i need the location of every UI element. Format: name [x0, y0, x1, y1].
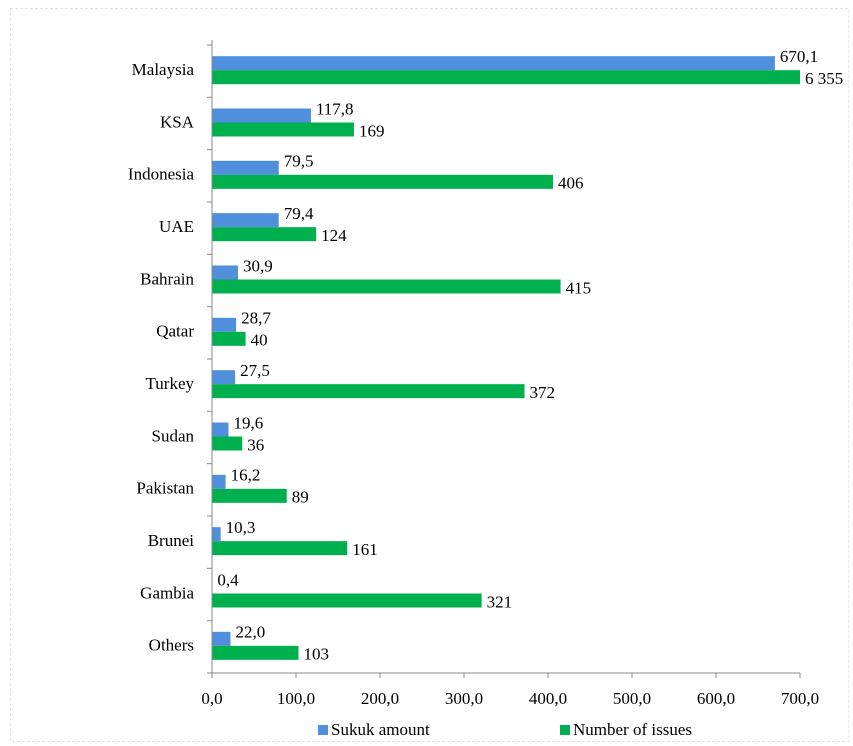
x-tick-label: 500,0 [613, 689, 651, 708]
value-label: 36 [247, 435, 264, 454]
y-tick-label: Indonesia [128, 165, 195, 184]
legend-label: Sukuk amount [331, 720, 430, 739]
x-tick-label: 100,0 [277, 689, 315, 708]
x-tick-label: 600,0 [697, 689, 735, 708]
y-tick-label: KSA [160, 112, 195, 131]
frame [10, 8, 849, 742]
value-label: 22,0 [235, 623, 265, 642]
value-label: 79,5 [284, 152, 314, 171]
y-tick-label: Turkey [146, 374, 195, 393]
y-tick-label: Qatar [156, 322, 194, 341]
value-label: 28,7 [241, 309, 271, 328]
x-tick-label: 700,0 [781, 689, 819, 708]
y-tick-label: Gambia [140, 583, 194, 602]
x-tick-label: 300,0 [445, 689, 483, 708]
value-label: 117,8 [316, 99, 354, 118]
value-label: 27,5 [240, 361, 270, 380]
bar [212, 70, 800, 85]
bar [212, 56, 775, 71]
value-label: 10,3 [226, 518, 256, 537]
bar [212, 631, 231, 646]
value-label: 6 355 [805, 69, 843, 88]
value-label: 124 [321, 226, 347, 245]
bar [212, 541, 348, 556]
bar [212, 370, 236, 385]
bar [212, 265, 238, 280]
bar [212, 122, 354, 137]
y-tick-label: Pakistan [136, 479, 194, 498]
bar [212, 213, 279, 228]
bar [212, 174, 554, 189]
x-tick-label: 200,0 [361, 689, 399, 708]
bar [212, 488, 287, 503]
legend-label: Number of issues [573, 720, 692, 739]
legend-swatch [318, 725, 328, 735]
bar [212, 227, 317, 242]
value-label: 103 [304, 645, 330, 664]
value-label: 670,1 [780, 47, 818, 66]
value-label: 415 [566, 278, 592, 297]
x-tick-label: 0,0 [201, 689, 222, 708]
value-label: 169 [359, 121, 385, 140]
bar [212, 527, 221, 542]
value-label: 19,6 [233, 413, 263, 432]
y-tick-label: UAE [159, 217, 194, 236]
value-label: 0,4 [217, 570, 239, 589]
value-label: 40 [251, 331, 268, 350]
bar [212, 645, 299, 660]
value-label: 372 [529, 383, 555, 402]
value-label: 321 [487, 592, 513, 611]
y-tick-label: Bahrain [140, 269, 194, 288]
legend-swatch [560, 725, 570, 735]
bar [212, 317, 237, 332]
plot-area [212, 56, 800, 660]
value-label: 89 [292, 488, 309, 507]
bar [212, 422, 229, 437]
bar [212, 593, 482, 608]
bar [212, 160, 279, 175]
y-tick-label: Brunei [148, 531, 195, 550]
value-label: 79,4 [284, 204, 314, 223]
value-label: 406 [558, 174, 584, 193]
x-tick-label: 400,0 [529, 689, 567, 708]
bar [212, 331, 246, 346]
value-label: 16,2 [231, 466, 261, 485]
bar [212, 279, 561, 294]
y-tick-label: Sudan [152, 426, 195, 445]
value-label: 30,9 [243, 256, 273, 275]
y-tick-label: Malaysia [132, 60, 195, 79]
bar [212, 474, 226, 489]
y-tick-label: Others [149, 636, 194, 655]
bar [212, 108, 311, 123]
bar [212, 436, 243, 451]
value-label: 161 [352, 540, 378, 559]
bar [212, 384, 525, 399]
